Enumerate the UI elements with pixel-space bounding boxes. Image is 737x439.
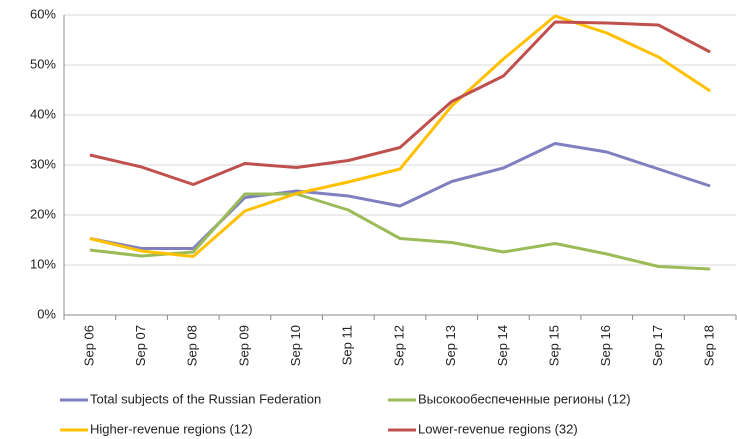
- y-tick-label: 50%: [30, 56, 56, 71]
- x-tick-label: Sep 09: [236, 325, 251, 366]
- series-line: [89, 192, 711, 271]
- legend-label: Lower-revenue regions (32): [418, 421, 578, 436]
- series-line: [89, 14, 711, 258]
- series-line: [89, 20, 711, 186]
- y-tick-label: 20%: [30, 206, 56, 221]
- x-tick-label: Sep 07: [133, 325, 148, 366]
- y-tick-label: 40%: [30, 106, 56, 121]
- x-tick-label: Sep 14: [495, 325, 510, 366]
- y-tick-label: 0%: [37, 306, 56, 321]
- legend-label: Высокообеспеченные регионы (12): [418, 391, 631, 406]
- x-tick-label: Sep 17: [650, 325, 665, 366]
- x-tick-label: Sep 16: [598, 325, 613, 366]
- x-tick-label: Sep 15: [547, 325, 562, 366]
- x-tick-label: Sep 18: [702, 325, 717, 366]
- y-tick-label: 30%: [30, 156, 56, 171]
- series-line: [89, 142, 711, 250]
- legend-label: Higher-revenue regions (12): [90, 421, 253, 436]
- y-tick-label: 10%: [30, 256, 56, 271]
- x-tick-label: Sep 06: [81, 325, 96, 366]
- x-tick-label: Sep 13: [443, 325, 458, 366]
- y-tick-label: 60%: [30, 6, 56, 21]
- x-tick-label: Sep 11: [340, 325, 355, 365]
- x-tick-label: Sep 12: [391, 325, 406, 366]
- x-tick-label: Sep 10: [288, 325, 303, 366]
- legend-label: Total subjects of the Russian Federation: [90, 391, 321, 406]
- x-tick-label: Sep 08: [185, 325, 200, 366]
